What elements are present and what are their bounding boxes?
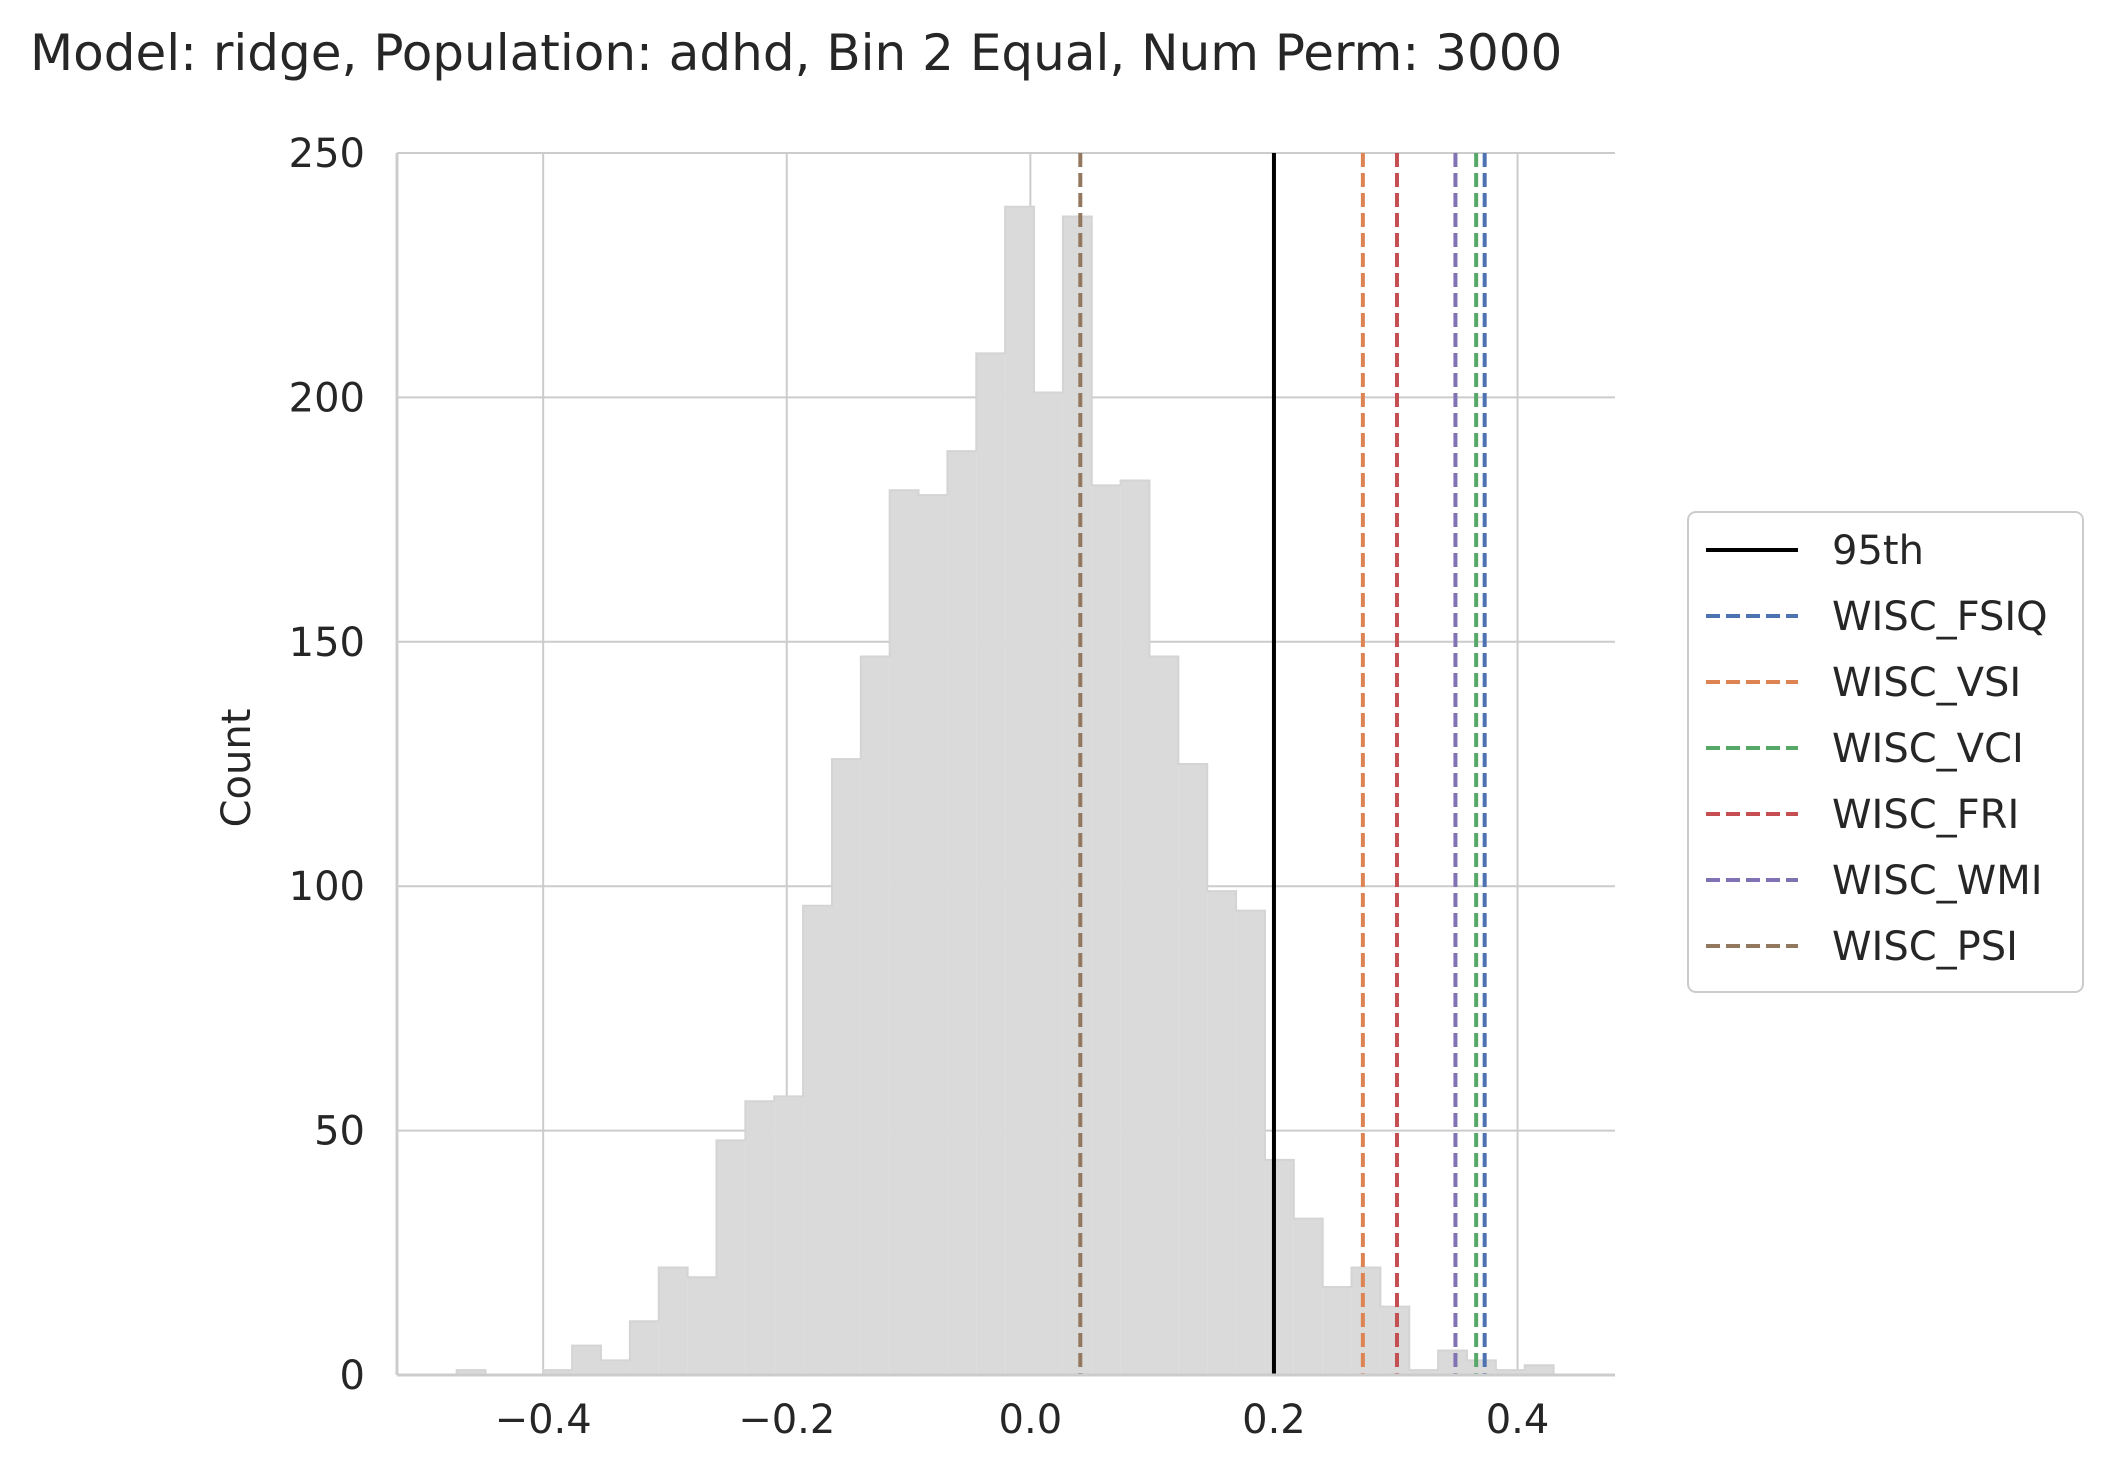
y-tick-label: 100	[289, 864, 365, 910]
legend-label: WISC_VCI	[1832, 726, 2024, 772]
histogram-bar	[1091, 485, 1121, 1375]
histogram-bar	[1495, 1370, 1525, 1375]
histogram-bar	[1467, 1360, 1496, 1375]
histogram-bar	[1438, 1350, 1468, 1375]
axes	[395, 153, 1615, 1377]
histogram-bar	[1380, 1306, 1410, 1375]
histogram-bar	[1034, 392, 1063, 1376]
histogram-bar	[1149, 656, 1179, 1375]
x-tick-label: 0.2	[1242, 1397, 1306, 1443]
histogram-bar	[889, 490, 919, 1376]
histogram-bar	[1293, 1218, 1323, 1375]
histogram-bar	[456, 1370, 486, 1375]
histogram-bar	[1062, 216, 1092, 1376]
histogram-bar	[1322, 1287, 1352, 1375]
histogram-bar	[774, 1096, 804, 1375]
histogram-bar	[947, 451, 977, 1376]
y-axis-ticks: 0 50 100 150 200 250	[289, 131, 365, 1399]
legend: 95th WISC_FSIQ WISC_VSI WISC_VCI WISC_FRI WIS…	[1687, 511, 2084, 993]
histogram-bar	[1005, 206, 1035, 1375]
y-tick-label: 0	[340, 1353, 365, 1399]
histogram-bar	[687, 1277, 717, 1375]
x-axis-ticks: −0.4 −0.2 0.0 0.2 0.4	[495, 1397, 1550, 1443]
y-tick-label: 50	[314, 1109, 365, 1155]
legend-box	[1687, 511, 2084, 993]
histogram-bar	[1264, 1159, 1294, 1375]
y-axis-label: Count	[214, 709, 260, 828]
y-tick-label: 150	[289, 620, 365, 666]
histogram-bar	[572, 1345, 602, 1375]
reference-lines	[1078, 153, 1487, 1375]
legend-label: WISC_PSI	[1832, 924, 2018, 970]
legend-label: WISC_FSIQ	[1832, 594, 2048, 640]
histogram-bar	[1524, 1365, 1554, 1375]
histogram-bar	[976, 353, 1006, 1376]
legend-label: WISC_WMI	[1832, 858, 2043, 904]
legend-label: WISC_FRI	[1832, 792, 2019, 838]
histogram-bar	[629, 1321, 659, 1375]
x-tick-label: 0.4	[1486, 1397, 1550, 1443]
legend-label: 95th	[1832, 528, 1924, 574]
histogram-bar	[1351, 1267, 1381, 1375]
histogram-bars	[455, 205, 1555, 1376]
histogram-bar	[745, 1101, 775, 1375]
y-tick-label: 200	[289, 375, 365, 421]
legend-label: WISC_VSI	[1832, 660, 2021, 706]
y-tick-label: 250	[289, 131, 365, 177]
histogram-bar	[658, 1267, 688, 1375]
histogram-bar	[831, 759, 861, 1375]
histogram-bar	[716, 1140, 746, 1375]
histogram-bar	[1409, 1370, 1439, 1375]
chart-title: Model: ridge, Population: adhd, Bin 2 Eq…	[30, 24, 1562, 82]
x-tick-label: 0.0	[999, 1397, 1063, 1443]
histogram-bar	[918, 495, 948, 1375]
histogram-bar	[543, 1370, 573, 1375]
x-tick-label: −0.2	[738, 1397, 835, 1443]
histogram-bar	[601, 1360, 630, 1375]
histogram-bar	[1178, 764, 1208, 1375]
histogram-bar	[1236, 910, 1265, 1375]
histogram-outline	[455, 205, 1555, 1376]
histogram-bar	[803, 905, 832, 1375]
histogram-bar	[1207, 891, 1237, 1375]
x-tick-label: −0.4	[495, 1397, 592, 1443]
histogram-bar	[860, 656, 890, 1375]
histogram-bar	[1120, 480, 1150, 1376]
